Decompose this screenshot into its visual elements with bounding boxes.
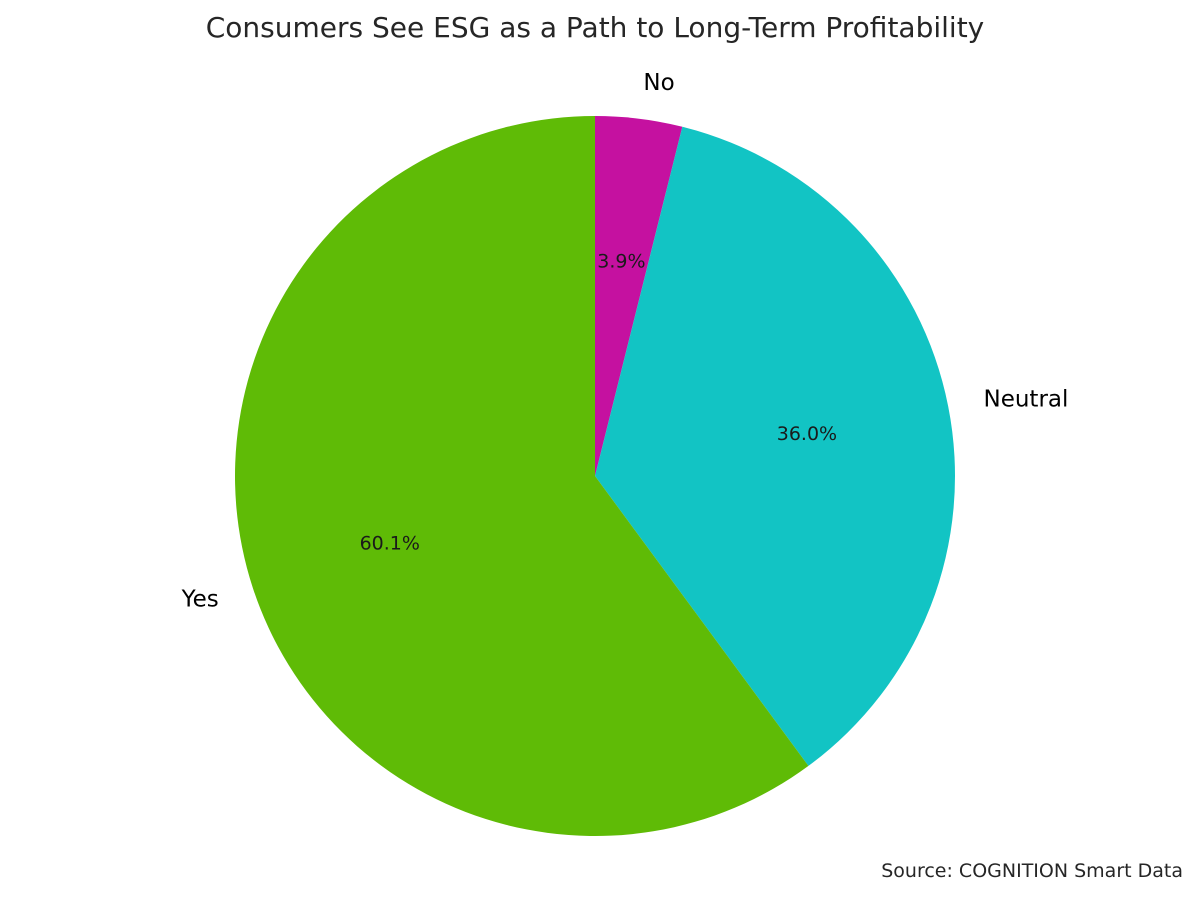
pie-slices [235, 116, 956, 837]
slice-label-no: No [643, 70, 674, 96]
slice-label-neutral: Neutral [984, 386, 1069, 412]
pie-slice-neutral [595, 126, 956, 766]
chart-title: Consumers See ESG as a Path to Long-Term… [206, 11, 985, 44]
slice-label-yes: Yes [181, 587, 219, 613]
percent-labels: 3.9% 36.0% 60.1% [360, 251, 837, 555]
pie-slice-yes [235, 116, 809, 837]
slice-labels: No Neutral Yes [181, 70, 1069, 613]
pct-label-no: 3.9% [597, 251, 645, 273]
pct-label-yes: 60.1% [360, 532, 420, 554]
pct-label-neutral: 36.0% [777, 423, 837, 445]
source-note: Source: COGNITION Smart Data [881, 860, 1183, 882]
pie-slice-no [595, 116, 683, 476]
